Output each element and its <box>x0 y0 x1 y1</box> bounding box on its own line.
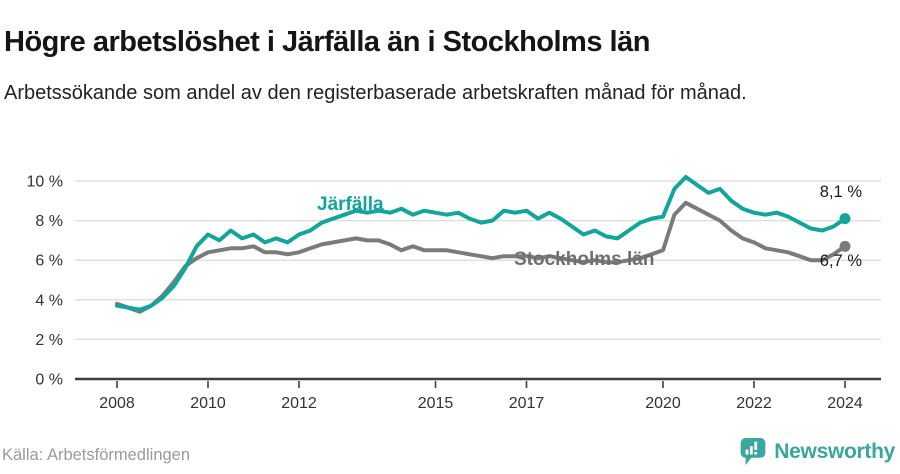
page-subtitle: Arbetssökande som andel av den registerb… <box>4 82 747 104</box>
x-tick-label: 2024 <box>827 395 863 412</box>
y-tick-label: 6 % <box>35 253 63 270</box>
newsworthy-wordmark: Newsworthy <box>774 440 895 463</box>
y-tick-label: 10 % <box>27 174 63 191</box>
y-tick-label: 2 % <box>35 332 63 349</box>
series-label-jarfalla: Järfälla <box>317 194 384 215</box>
series-label-stockholm: Stockholms län <box>514 249 655 270</box>
y-tick-label: 0 % <box>35 372 63 389</box>
newsworthy-logo-icon <box>740 438 766 466</box>
page-title: Högre arbetslöshet i Järfälla än i Stock… <box>4 26 650 59</box>
x-tick-label: 2017 <box>509 395 545 412</box>
x-tick-label: 2010 <box>190 395 226 412</box>
line-stockholm <box>115 200 847 314</box>
line-jarfalla <box>115 175 847 312</box>
x-tick-label: 2022 <box>736 395 772 412</box>
source-note: Källa: Arbetsförmedlingen <box>2 446 191 464</box>
y-tick-label: 8 % <box>35 213 63 230</box>
y-tick-label: 4 % <box>35 292 63 309</box>
x-tick-label: 2012 <box>281 395 317 412</box>
newsworthy-brand: Newsworthy <box>739 436 895 468</box>
end-value-stockholm: 6,7 % <box>819 252 862 270</box>
end-dot-stockholm <box>839 240 851 252</box>
end-value-jarfalla: 8,1 % <box>819 183 862 201</box>
x-tick-label: 2015 <box>418 395 454 412</box>
x-tick-label: 2020 <box>645 395 681 412</box>
end-dot-jarfalla <box>839 213 851 225</box>
x-tick-label: 2008 <box>99 395 135 412</box>
